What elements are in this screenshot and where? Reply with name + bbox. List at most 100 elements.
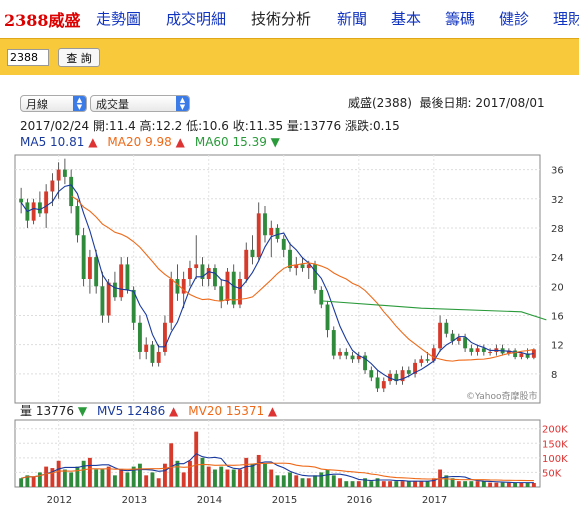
- volume-bar: [87, 457, 92, 487]
- indicator-select-value: 成交量: [96, 98, 129, 111]
- nav-item-6[interactable]: 健診: [499, 10, 530, 28]
- candle-body: [388, 373, 392, 382]
- candle-body: [400, 370, 405, 382]
- legend-ma60: MA60 15.39 ▼: [194, 135, 280, 149]
- search-bar: 查 詢: [0, 38, 579, 75]
- period-select-value: 月線: [26, 98, 48, 111]
- candle-body: [344, 351, 349, 356]
- year-tick-label: 2017: [422, 495, 447, 506]
- watermark: ©Yahoo奇摩股市: [466, 390, 538, 402]
- candle-body: [206, 268, 211, 279]
- candle-body: [519, 353, 524, 358]
- candle-body: [94, 257, 99, 287]
- price-tick-label: 20: [551, 282, 564, 293]
- candle-body: [269, 227, 274, 236]
- volume-bar: [19, 478, 24, 487]
- candle-body: [481, 348, 486, 352]
- volume-bar: [281, 475, 286, 487]
- volume-bar: [131, 466, 136, 487]
- nav-item-2[interactable]: 技術分析: [251, 10, 312, 28]
- candle-body: [44, 191, 49, 214]
- year-tick-label: 2016: [347, 495, 372, 506]
- volume-bar: [225, 469, 230, 487]
- volume-bar: [369, 481, 374, 487]
- volume-bar: [269, 469, 274, 487]
- nav-item-1[interactable]: 成交明細: [166, 10, 227, 28]
- candle-body: [69, 176, 74, 207]
- volume-bar: [125, 472, 130, 487]
- legend-量: 量 13776 ▼: [20, 404, 88, 418]
- candle-body: [288, 249, 292, 269]
- candle-body: [156, 351, 161, 363]
- volume-bar: [400, 481, 405, 487]
- volume-bar: [481, 481, 486, 487]
- volume-bar: [506, 482, 511, 487]
- candle-body: [281, 238, 286, 250]
- nav-item-4[interactable]: 基本: [391, 10, 422, 28]
- volume-bar: [25, 475, 30, 487]
- nav-item-0[interactable]: 走勢圖: [96, 10, 142, 28]
- volume-bar: [494, 482, 499, 487]
- volume-bar: [469, 481, 474, 487]
- volume-bar: [388, 481, 392, 487]
- candle-body: [256, 213, 261, 258]
- candle-body: [219, 286, 224, 301]
- volume-bar: [119, 469, 124, 487]
- volume-bar: [263, 463, 267, 487]
- select-arrows-icon: ▲ ▼: [176, 96, 189, 111]
- candle-body: [250, 249, 255, 258]
- candle-body: [87, 257, 92, 279]
- candle-body: [231, 271, 236, 305]
- year-tick-label: 2012: [47, 495, 72, 506]
- price-tick-label: 16: [551, 311, 564, 322]
- volume-bar: [256, 454, 261, 487]
- candle-body: [125, 264, 130, 290]
- stock-brand[interactable]: 2388威盛: [4, 11, 81, 30]
- candle-body: [56, 169, 61, 181]
- volume-bar: [106, 466, 111, 487]
- period-select[interactable]: 月線 ▲ ▼: [20, 95, 87, 112]
- candle-body: [106, 282, 111, 316]
- volume-bar: [356, 481, 361, 487]
- candle-body: [375, 377, 380, 389]
- candle-body: [525, 353, 530, 358]
- volume-bar: [319, 472, 324, 487]
- candle-body: [431, 348, 436, 361]
- candle-body: [444, 322, 449, 334]
- stock-code-input[interactable]: [7, 49, 49, 66]
- candle-body: [356, 355, 361, 360]
- candle-body: [456, 337, 461, 341]
- candle-body: [75, 206, 80, 236]
- candle-body: [394, 373, 399, 382]
- volume-bar: [419, 481, 424, 487]
- legend-ma5: MA5 10.81 ▲: [20, 135, 98, 149]
- mv5-line: [21, 453, 534, 484]
- candle-body: [144, 344, 149, 352]
- ma5-line: [20, 184, 534, 381]
- candle-body: [488, 351, 493, 353]
- nav-item-3[interactable]: 新聞: [337, 10, 368, 28]
- candle-body: [313, 264, 317, 290]
- volume-bar: [238, 469, 242, 487]
- candle-body: [319, 289, 324, 305]
- candle-body: [194, 264, 199, 269]
- search-button[interactable]: 查 詢: [58, 48, 100, 67]
- volume-bar: [488, 482, 493, 487]
- volume-bar: [294, 475, 299, 487]
- volume-bar: [37, 472, 42, 487]
- nav-item-5[interactable]: 籌碼: [445, 10, 476, 28]
- ma20-line: [70, 195, 534, 362]
- volume-bar: [313, 475, 317, 487]
- volume-bar: [519, 482, 524, 487]
- volume-bar: [325, 469, 330, 487]
- candle-body: [238, 279, 242, 305]
- volume-bar: [62, 469, 67, 487]
- volume-bar: [31, 476, 36, 487]
- candle-body: [81, 235, 86, 279]
- candle-body: [463, 337, 468, 349]
- nav-item-7[interactable]: 理財: [553, 10, 579, 28]
- volume-bar: [75, 466, 80, 487]
- indicator-select[interactable]: 成交量 ▲ ▼: [90, 95, 190, 112]
- volume-tick-label: 150K: [542, 439, 568, 450]
